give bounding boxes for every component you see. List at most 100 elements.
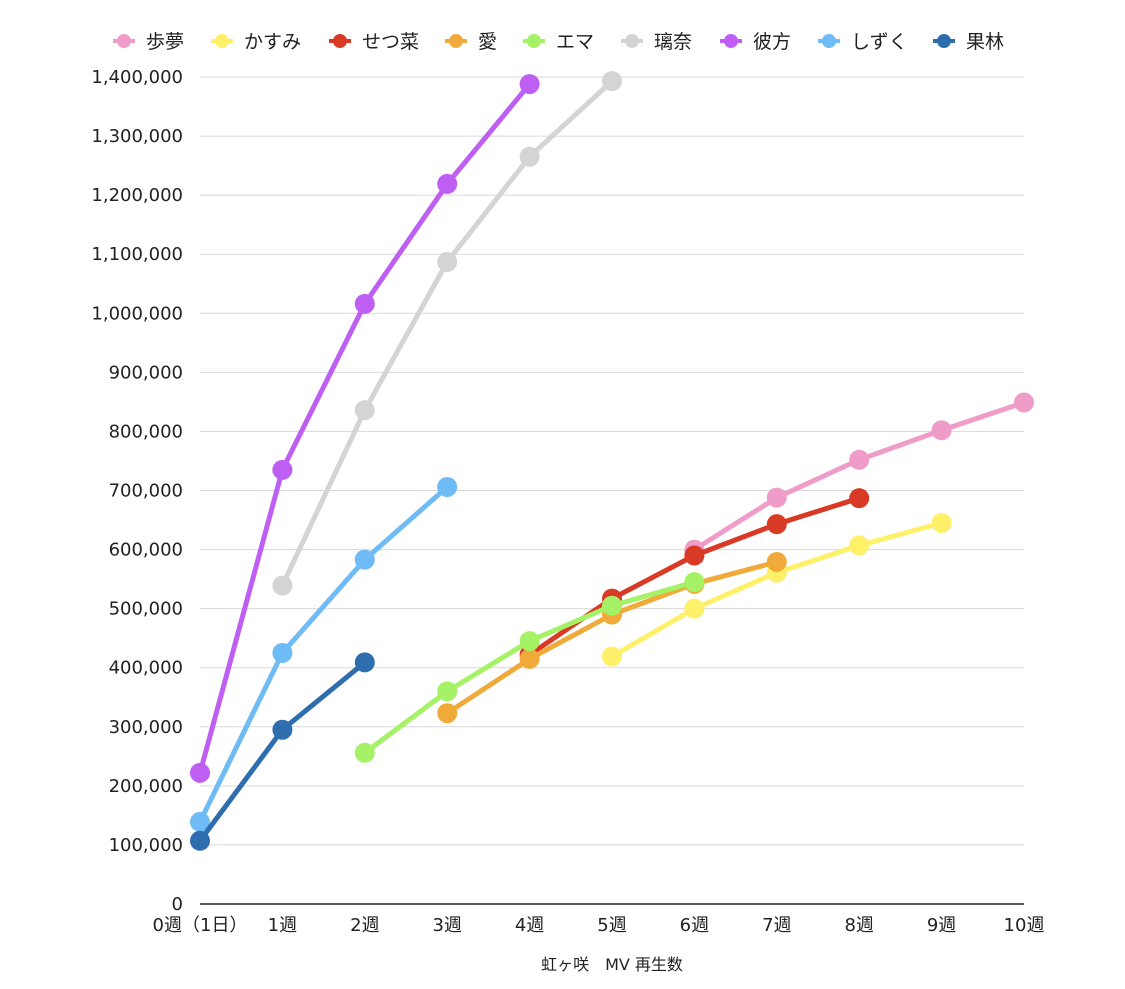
legend-swatch (333, 34, 347, 48)
legend-label: 彼方 (753, 31, 791, 53)
legend-item: 愛 (445, 31, 497, 53)
legend-item: エマ (523, 31, 594, 53)
y-tick-label: 800,000 (109, 421, 183, 442)
x-tick-label: 8週 (844, 915, 873, 936)
legend-label: 果林 (966, 31, 1004, 53)
data-point (519, 146, 540, 167)
x-tick-label: 4週 (515, 915, 544, 936)
series (190, 652, 375, 851)
legend-label: せつ菜 (362, 31, 419, 53)
data-point (684, 598, 705, 619)
legend-swatch (724, 34, 738, 48)
legend-swatch (215, 34, 229, 48)
x-tick-label: 1週 (268, 915, 297, 936)
legend-swatch (937, 34, 951, 48)
data-point (437, 476, 458, 497)
data-point (519, 648, 540, 669)
y-tick-label: 700,000 (109, 481, 183, 502)
legend-label: かすみ (244, 31, 301, 53)
x-axis: 0週（1日） 1週 2週 3週 4週 5週 6週 7週 8週 9週 10週 (153, 903, 1045, 936)
data-point (354, 549, 375, 570)
y-tick-label: 1,000,000 (91, 303, 183, 324)
data-point (519, 631, 540, 652)
y-tick-label: 1,400,000 (91, 67, 183, 88)
y-tick-label: 0 (172, 894, 183, 915)
legend-item: かすみ (211, 31, 301, 53)
gridlines (200, 76, 1024, 846)
y-tick-label: 100,000 (109, 835, 183, 856)
y-tick-label: 600,000 (109, 540, 183, 561)
legend-label: エマ (556, 31, 594, 53)
legend-item: 歩夢 (113, 31, 184, 53)
series (602, 512, 952, 667)
x-tick-label: 10週 (1004, 915, 1045, 936)
data-point (190, 811, 210, 832)
y-axis: 0 100,000 200,000 300,000 400,000 500,000 600,… (91, 67, 183, 915)
series-group (190, 71, 1034, 851)
series (190, 476, 458, 832)
legend-item: せつ菜 (329, 31, 419, 53)
data-point (437, 681, 458, 702)
series (684, 392, 1034, 560)
x-tick-label: 9週 (927, 915, 956, 936)
legend-label: しずく (851, 31, 908, 53)
x-axis-title: 虹ヶ咲 MV 再生数 (541, 955, 683, 974)
y-tick-label: 1,100,000 (91, 244, 183, 265)
series (190, 74, 540, 783)
data-point (602, 646, 622, 667)
data-point (272, 642, 293, 663)
legend-label: 歩夢 (146, 31, 184, 53)
series-line (279, 78, 615, 589)
x-tick-label: 3週 (432, 915, 461, 936)
y-tick-label: 400,000 (109, 658, 183, 679)
legend-swatch (625, 34, 639, 48)
series-line (691, 399, 1027, 553)
data-point (272, 575, 293, 596)
y-tick-label: 1,300,000 (91, 126, 183, 147)
data-point (684, 545, 705, 566)
data-point (684, 572, 705, 593)
legend-swatch (449, 34, 463, 48)
legend-item: 果林 (933, 31, 1004, 53)
y-tick-label: 900,000 (109, 362, 183, 383)
data-point (272, 459, 293, 480)
y-tick-label: 1,200,000 (91, 185, 183, 206)
x-tick-label: 0週（1日） (153, 915, 248, 936)
data-point (437, 173, 458, 194)
legend-label: 愛 (478, 31, 497, 53)
series (272, 71, 622, 596)
series (354, 572, 705, 763)
legend-item: 彼方 (720, 31, 791, 53)
data-point (190, 762, 210, 783)
legend-item: 璃奈 (621, 31, 692, 53)
data-point (766, 514, 787, 535)
x-tick-label: 5週 (597, 915, 626, 936)
data-point (849, 488, 870, 509)
data-point (931, 512, 952, 533)
legend-label: 璃奈 (654, 31, 692, 53)
data-point (849, 449, 870, 470)
data-point (354, 293, 375, 314)
data-point (354, 652, 375, 673)
x-tick-label: 2週 (350, 915, 379, 936)
data-point (437, 251, 458, 272)
data-point (190, 830, 210, 851)
data-point (1014, 392, 1034, 413)
y-tick-label: 500,000 (109, 599, 183, 620)
legend-swatch (117, 34, 131, 48)
data-point (766, 551, 787, 572)
data-point (602, 71, 622, 92)
x-tick-label: 7週 (762, 915, 791, 936)
series-line (444, 559, 780, 716)
data-point (602, 595, 622, 616)
legend-item: しずく (818, 31, 908, 53)
y-tick-label: 200,000 (109, 776, 183, 797)
series (437, 551, 787, 724)
data-point (437, 703, 458, 724)
data-point (931, 420, 952, 441)
legend-swatch (527, 34, 541, 48)
data-point (354, 400, 375, 421)
data-point (766, 487, 787, 508)
